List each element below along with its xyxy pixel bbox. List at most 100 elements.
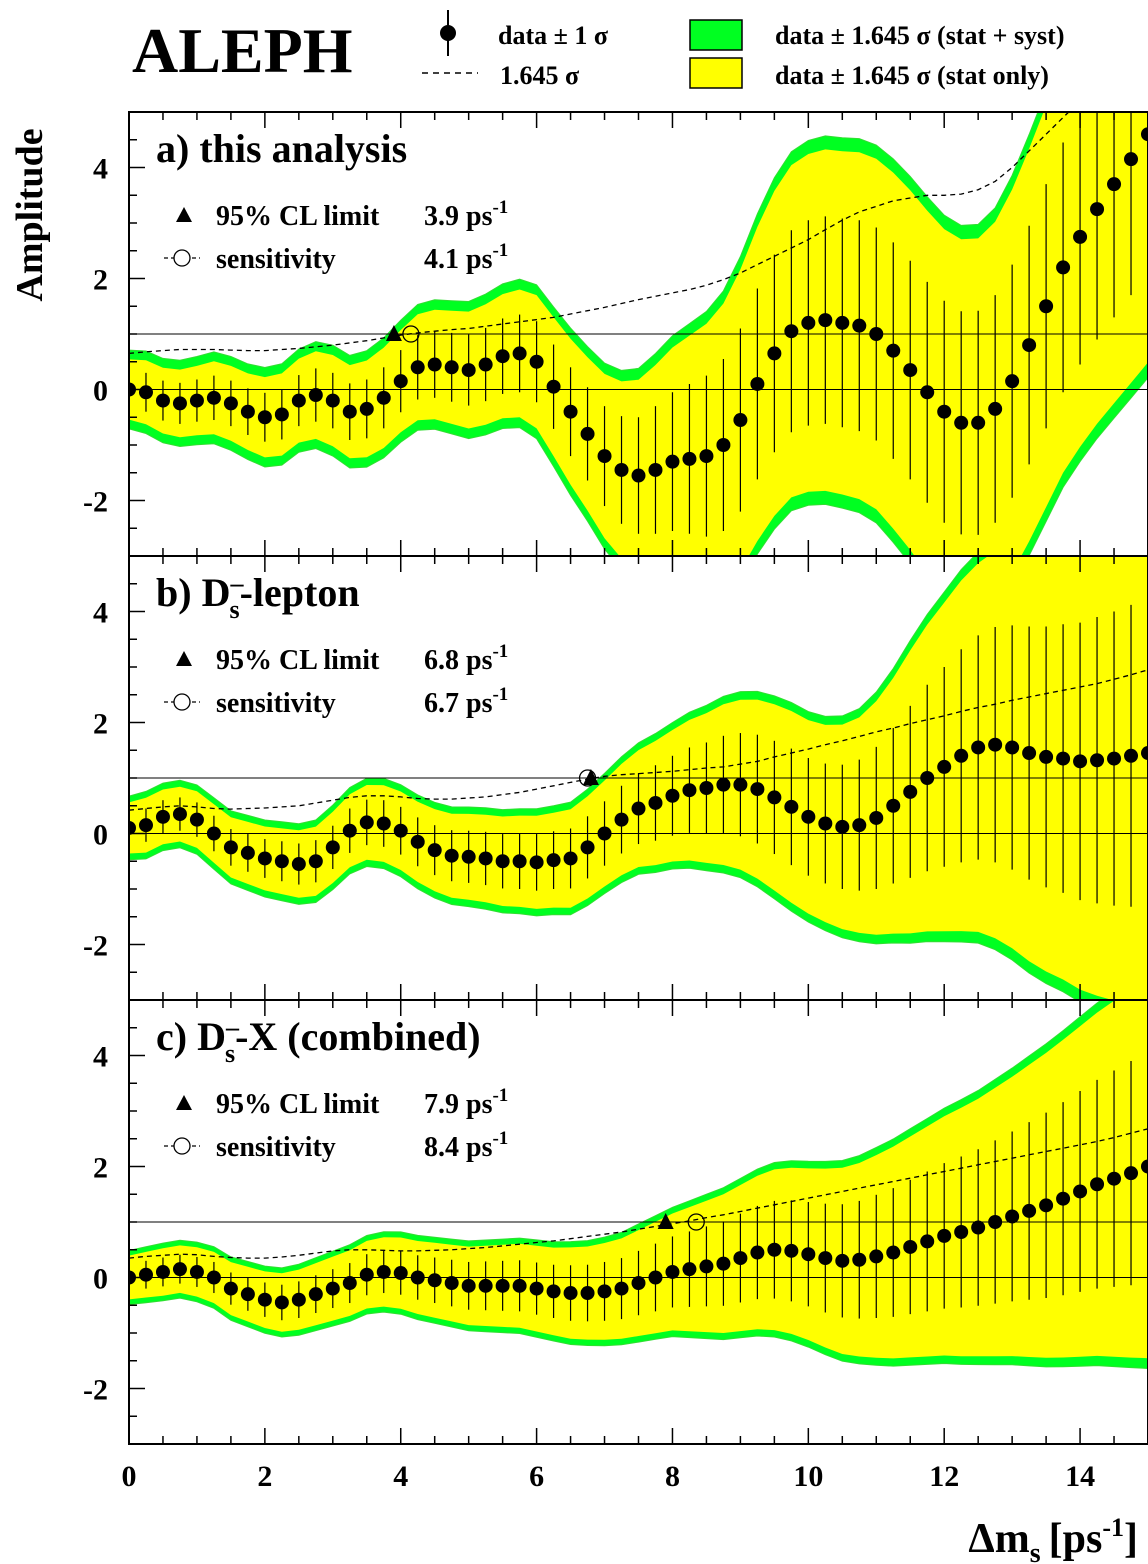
data-point — [750, 376, 765, 391]
data-point — [359, 401, 374, 416]
y-tick-label: -2 — [83, 1374, 108, 1407]
data-point — [138, 385, 153, 400]
data-point — [733, 413, 748, 428]
data-point — [274, 407, 289, 422]
data-point — [257, 1292, 272, 1307]
data-point — [1039, 1198, 1054, 1213]
data-point — [461, 849, 476, 864]
panel-title-main: b) D — [156, 570, 230, 615]
data-point — [869, 1249, 884, 1264]
data-point — [393, 374, 408, 389]
data-point — [1090, 202, 1105, 217]
data-point — [716, 438, 731, 452]
data-point — [427, 1273, 442, 1288]
data-point — [1124, 748, 1139, 763]
legend-sens-circle — [173, 249, 191, 267]
data-point — [648, 795, 663, 810]
data-point — [206, 1270, 221, 1285]
panels: -2 0 2 4 a) this analysis 95% CL limit 3.9 ps-… — [83, 111, 1148, 1493]
sensitivity-1645-curve — [129, 112, 1070, 355]
data-point — [903, 1239, 918, 1254]
data-point — [376, 816, 391, 831]
legend-sens-label: sensitivity — [216, 1132, 336, 1163]
data-point — [478, 851, 493, 866]
data-point — [1056, 751, 1071, 766]
sensitivity-marker — [687, 1213, 705, 1231]
limit-marker — [657, 1213, 674, 1229]
data-point — [1141, 1159, 1148, 1174]
data-point — [767, 1242, 782, 1257]
data-point — [971, 740, 986, 755]
data-point — [546, 379, 561, 394]
header-legend: ALEPH data ± 1 σ 1.645 σ data ± 1.645 σ … — [132, 10, 1065, 90]
data-point — [342, 404, 357, 419]
data-point — [648, 462, 663, 477]
y-tick-label: 0 — [93, 819, 108, 852]
data-point — [1022, 746, 1037, 761]
data-point — [886, 798, 901, 813]
data-point — [818, 1251, 833, 1266]
y-tick-label: 0 — [93, 375, 108, 408]
data-point — [580, 840, 595, 855]
data-point — [750, 1245, 765, 1260]
data-point — [631, 468, 646, 483]
data-point — [206, 390, 221, 405]
data-point — [716, 777, 731, 792]
data-point — [631, 1276, 646, 1291]
legend-sens-circle — [173, 1137, 191, 1155]
data-point — [325, 393, 340, 408]
data-point — [920, 385, 935, 400]
panel-title-main: a) this analysis — [156, 126, 407, 171]
data-point — [546, 853, 561, 868]
data-point — [342, 823, 357, 838]
x-tick-label: 0 — [122, 1460, 137, 1493]
legend-limit-triangle — [176, 1095, 192, 1110]
data-point — [597, 449, 612, 464]
x-axis-title-unit: [ps — [1049, 1516, 1103, 1562]
data-point — [478, 1278, 493, 1293]
legend-sens-unit-sup: -1 — [492, 1128, 508, 1149]
data-point — [631, 801, 646, 816]
data-point — [563, 1286, 578, 1301]
data-point — [223, 840, 238, 855]
data-point — [733, 777, 748, 792]
y-tick-label: -2 — [83, 930, 108, 963]
data-point — [461, 1278, 476, 1293]
data-point — [529, 1281, 544, 1296]
legend-sens-circle — [173, 693, 191, 711]
panel-title-rest: -lepton — [240, 570, 360, 615]
panel-plot-area — [129, 112, 1148, 556]
data-point — [495, 349, 510, 364]
data-point — [529, 855, 544, 870]
data-point — [682, 451, 697, 466]
data-point — [1022, 338, 1037, 353]
legend-sens-value: 8.4 ps-1 — [424, 1128, 508, 1163]
data-point — [801, 1247, 816, 1262]
data-point — [767, 790, 782, 805]
legend-limit-unit-sup: -1 — [492, 1085, 508, 1106]
data-point — [665, 1264, 680, 1279]
data-point — [835, 819, 850, 834]
data-point — [682, 783, 697, 798]
data-point — [444, 360, 459, 375]
data-point — [529, 354, 544, 369]
data-point — [223, 1281, 238, 1296]
legend-limit-value: 6.8 ps-1 — [424, 641, 508, 676]
data-point — [1073, 229, 1088, 244]
data-point — [971, 1220, 986, 1235]
data-point — [1141, 127, 1148, 142]
data-point — [852, 818, 867, 833]
data-point — [1039, 299, 1054, 314]
data-point — [291, 393, 306, 408]
data-point — [988, 1215, 1003, 1229]
data-point — [886, 1245, 901, 1260]
y-tick-label: -2 — [83, 486, 108, 519]
y-tick-label: 4 — [93, 1041, 108, 1074]
data-point — [427, 357, 442, 372]
y-tick-label: 0 — [93, 1263, 108, 1296]
data-point — [699, 780, 714, 795]
panel-title-sub: s — [229, 595, 239, 624]
y-tick-label: 2 — [93, 264, 108, 297]
data-point — [563, 851, 578, 866]
